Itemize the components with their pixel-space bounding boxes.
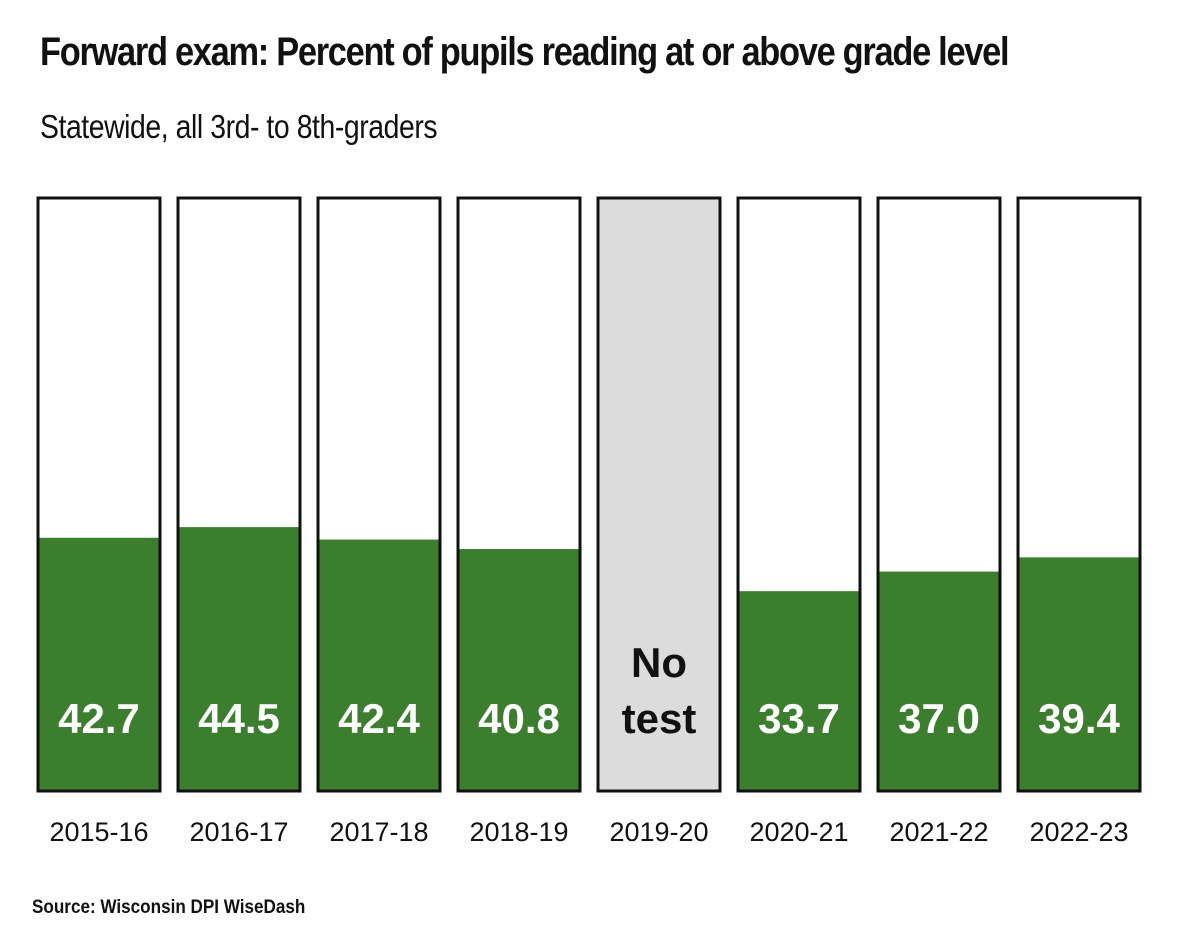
x-tick-label: 2016-17 bbox=[189, 817, 288, 847]
bar-value-label: 42.7 bbox=[58, 695, 140, 742]
bar-outline bbox=[876, 196, 1002, 793]
x-tick-label: 2020-21 bbox=[749, 817, 848, 847]
bar-group-2019-20: No test 2019-20 bbox=[596, 196, 722, 847]
bar-value-label: 42.4 bbox=[338, 695, 420, 742]
no-test-label: No bbox=[631, 639, 687, 686]
bar-value-label: 37.0 bbox=[898, 695, 980, 742]
bar-group-2015-16: 42.7 2015-16 bbox=[36, 196, 162, 847]
chart-title: Forward exam: Percent of pupils reading … bbox=[40, 30, 1010, 74]
bar-value-label: 44.5 bbox=[198, 695, 280, 742]
bar-value-label: 33.7 bbox=[758, 695, 840, 742]
bar bbox=[318, 539, 440, 791]
x-tick-label: 2021-22 bbox=[889, 817, 988, 847]
bar bbox=[878, 571, 1000, 791]
x-tick-label: 2018-19 bbox=[469, 817, 568, 847]
x-tick-label: 2022-23 bbox=[1029, 817, 1128, 847]
bar bbox=[738, 591, 860, 791]
x-tick-label: 2017-18 bbox=[329, 817, 428, 847]
bar bbox=[38, 537, 160, 791]
bar-group-2016-17: 44.5 2016-17 bbox=[176, 196, 302, 847]
bar-outline bbox=[1016, 196, 1142, 793]
bar bbox=[458, 549, 580, 791]
bar-value-label: 39.4 bbox=[1038, 695, 1120, 742]
bar-group-2017-18: 42.4 2017-18 bbox=[316, 196, 442, 847]
bar bbox=[178, 527, 300, 791]
source-note: Source: Wisconsin DPI WiseDash bbox=[32, 897, 306, 918]
bar-group-2021-22: 37.0 2021-22 bbox=[876, 196, 1002, 847]
bar-outline bbox=[316, 196, 442, 793]
no-test-label: test bbox=[622, 695, 697, 742]
bar bbox=[1018, 557, 1140, 791]
bar-group-2020-21: 33.7 2020-21 bbox=[736, 196, 862, 847]
bar-outline bbox=[456, 196, 582, 793]
bar-value-label: 40.8 bbox=[478, 695, 560, 742]
bar-group-2022-23: 39.4 2022-23 bbox=[1016, 196, 1142, 847]
x-tick-label: 2019-20 bbox=[609, 817, 708, 847]
bar-outline bbox=[176, 196, 302, 793]
bar-outline bbox=[36, 196, 162, 793]
x-tick-label: 2015-16 bbox=[49, 817, 148, 847]
bar-missing bbox=[596, 196, 722, 793]
bar-group-2018-19: 40.8 2018-19 bbox=[456, 196, 582, 847]
bar-outline bbox=[736, 196, 862, 793]
chart-subtitle: Statewide, all 3rd- to 8th-graders bbox=[40, 108, 438, 145]
